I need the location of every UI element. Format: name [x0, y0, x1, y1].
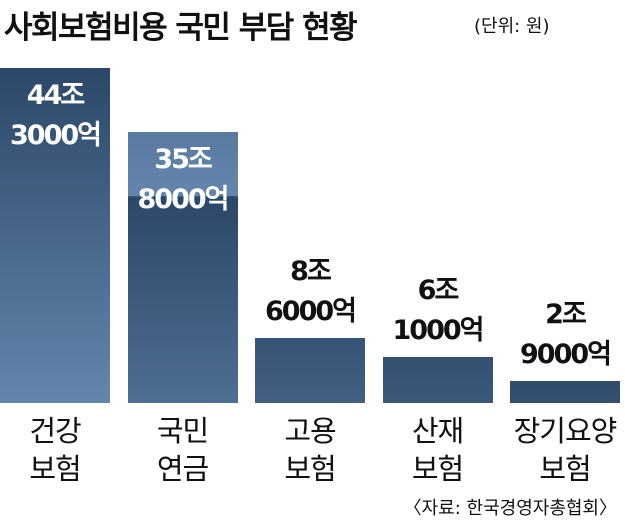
chart-subtitle: (단위: 원) — [474, 16, 550, 37]
x-tick-label: 건강 보험 — [29, 414, 81, 486]
x-tick-label: 산재 보험 — [411, 414, 464, 486]
x-tick-label: 국민 연금 — [156, 414, 209, 486]
bar — [0, 68, 110, 403]
x-tick-label: 고용 보험 — [284, 414, 336, 486]
value-label: 35조 8000억 — [137, 144, 230, 216]
x-tick-label: 장기요양 보험 — [513, 414, 618, 486]
bar — [255, 337, 365, 403]
source: 〈자료: 한국경영자총협회〉 — [403, 498, 617, 519]
value-label: 6조 1000억 — [392, 274, 485, 346]
value-label: 44조 3000억 — [10, 80, 102, 151]
bar — [510, 381, 620, 403]
value-label: 8조 6000억 — [265, 255, 357, 327]
chart-title: 사회보험비용 국민 부담 현황 — [4, 10, 358, 46]
bar — [382, 356, 493, 403]
value-label: 2조 9000억 — [520, 299, 612, 371]
bar — [127, 132, 238, 403]
